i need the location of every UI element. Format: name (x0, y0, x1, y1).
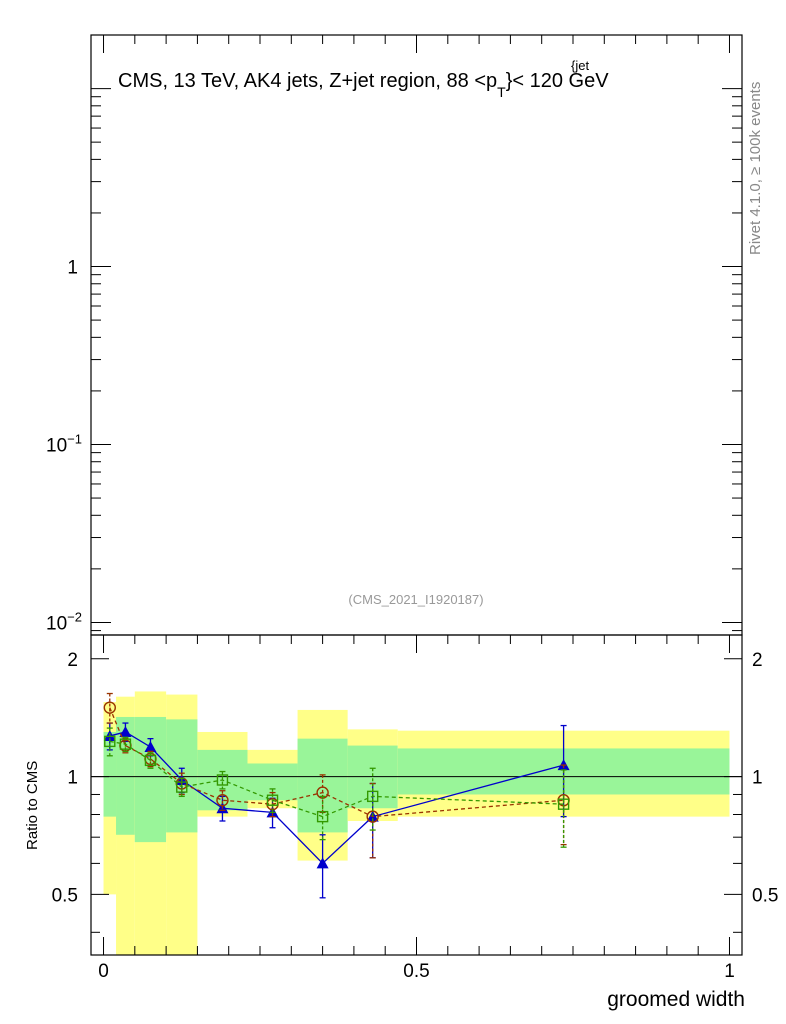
data-point-square (316, 810, 329, 823)
main-y-tick-label: 10−1 (46, 431, 82, 456)
data-point-triangle (119, 725, 132, 737)
ratio-y-tick-label-right: 2 (752, 650, 763, 671)
x-tick-label: 1 (724, 961, 735, 982)
main-y-tick-label: 1 (67, 258, 78, 279)
band-inner (103, 731, 117, 817)
data-point-circle (216, 794, 229, 807)
data-point-square (104, 735, 116, 748)
series-line (109, 740, 564, 818)
series-layer (103, 692, 570, 899)
main-y-ticks: 1 10−1 10−2 (46, 34, 742, 634)
analysis-watermark: (CMS_2021_I1920187) (348, 592, 483, 607)
data-point-triangle (144, 741, 157, 752)
rivet-version-label: Rivet 4.1.0, ≥ 100k events (747, 82, 764, 255)
ratio-y-tick-label-left: 1 (67, 768, 78, 789)
data-point-square (216, 774, 229, 786)
main-panel-frame (90, 34, 743, 636)
ratio-y-tick-label-right: 1 (752, 768, 763, 789)
ratio-y-tick-label-left: 0.5 (52, 885, 78, 906)
x-tick-label: 0 (98, 961, 109, 982)
data-point-square (119, 738, 132, 750)
ratio-y-ticks: 2 2 1 1 0.5 0.5 (52, 650, 778, 933)
uncertainty-bands (103, 691, 730, 955)
x-tick-label: 0.5 (403, 961, 429, 982)
data-point-triangle (316, 857, 329, 869)
data-point-square (144, 754, 157, 767)
band-inner (134, 716, 167, 843)
data-point-square (176, 781, 188, 793)
x-axis-label: groomed width (607, 988, 745, 1011)
chart-title: CMS, 13 TeV, AK4 jets, Z+jet region, 88 … (118, 70, 609, 100)
series-line (109, 707, 564, 818)
x-ticks: 0 0.5 1 (98, 35, 735, 982)
data-point-square (266, 794, 279, 806)
ratio-y-tick-label-left: 2 (67, 650, 78, 671)
ratio-y-axis-label: Ratio to CMS (24, 761, 41, 850)
data-point-square (557, 798, 570, 810)
main-y-tick-label: 10−2 (46, 609, 82, 634)
chart-title-superscript: {jet (571, 58, 589, 73)
data-point-square (366, 790, 379, 803)
data-point-circle (103, 701, 116, 714)
ratio-y-tick-label-right: 0.5 (752, 885, 778, 906)
